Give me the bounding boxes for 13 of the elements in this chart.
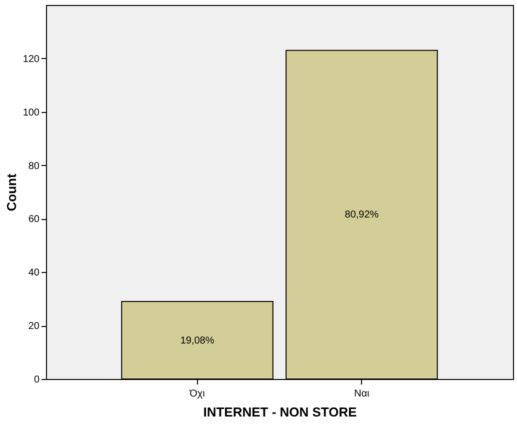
y-tick-label: 40: [28, 268, 40, 279]
y-tick-label: 100: [22, 107, 40, 118]
y-tick-label: 60: [28, 214, 40, 226]
y-tick-label: 20: [28, 321, 40, 332]
x-tick-label: Όχι: [188, 388, 205, 400]
x-tick-label: Ναι: [354, 388, 370, 400]
annotation: 80,92%: [344, 210, 379, 221]
y-axis-title: Count: [4, 173, 19, 212]
y-tick-label: 120: [22, 54, 40, 65]
y-tick-label: 0: [34, 374, 40, 386]
annotation: 19,08%: [180, 335, 214, 346]
x-axis-title: INTERNET - NON STORE: [203, 404, 358, 420]
y-tick-label: 80: [28, 160, 40, 172]
